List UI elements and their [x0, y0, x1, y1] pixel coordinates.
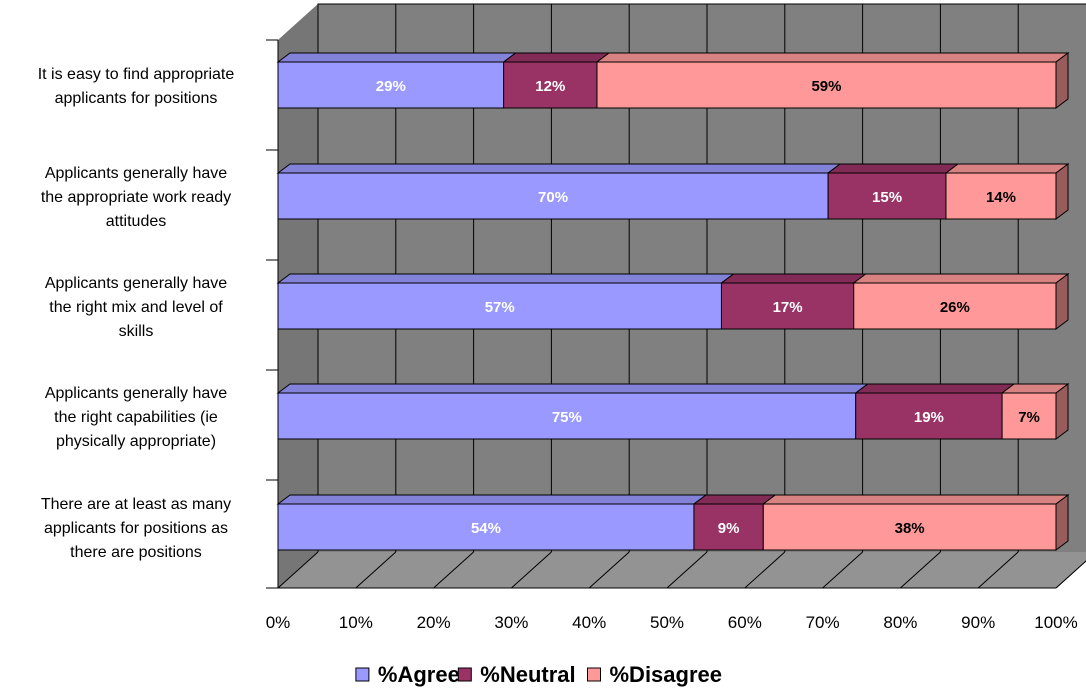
- bar-segment: [827, 172, 947, 220]
- floor-gridline: [511, 551, 552, 589]
- x-tick-label: 20%: [417, 613, 451, 632]
- bar-segment: [277, 392, 857, 440]
- x-tick-label: 0%: [266, 613, 291, 632]
- legend-item: %Disagree: [587, 662, 723, 687]
- data-label: 29%: [376, 78, 406, 95]
- category-label: skills: [119, 323, 154, 340]
- bar-top-face: [719, 273, 868, 284]
- data-label: 26%: [940, 299, 970, 316]
- legend-label: %Agree: [378, 662, 460, 687]
- category-label: the right capabilities (ie: [54, 409, 218, 426]
- bar-segment: [855, 392, 1003, 440]
- bar-top-face: [692, 494, 777, 505]
- x-tick-label: 60%: [728, 613, 762, 632]
- legend-item: %Agree: [355, 662, 460, 687]
- data-label: 15%: [872, 189, 902, 206]
- data-label: 38%: [895, 520, 925, 537]
- legend: %Agree %Neutral %Disagree: [355, 662, 723, 687]
- legend-label: %Disagree: [610, 662, 723, 687]
- bar-side-face: [1055, 52, 1069, 109]
- data-label: 14%: [986, 189, 1016, 206]
- category-label: the appropriate work ready: [41, 189, 231, 206]
- data-label: 57%: [485, 299, 515, 316]
- bar-side-face: [1055, 273, 1069, 330]
- data-label: 9%: [718, 520, 740, 537]
- x-tick-label: 10%: [339, 613, 373, 632]
- bars: 29% 12% 59% 70% 15% 14% 57% 17% 26% 75% 19% 7% 54% 9%…: [276, 52, 1070, 551]
- floor-gridline: [900, 551, 941, 589]
- bar-top-face: [761, 494, 1070, 505]
- floor-gridline: [666, 551, 708, 589]
- category-label: It is easy to find appropriate: [38, 66, 235, 83]
- bar-side-face: [1055, 383, 1069, 440]
- bar-segment: [277, 282, 722, 330]
- data-label: 54%: [471, 520, 501, 537]
- category-label: there are positions: [70, 544, 202, 561]
- floor-gridline: [977, 551, 1019, 589]
- floor-gridline: [744, 551, 786, 589]
- data-label: 70%: [538, 189, 568, 206]
- x-tick-labels: 0% 10% 20% 30% 40% 50% 60% 70% 80% 90% 100%: [266, 613, 1078, 632]
- floor-gridline: [1055, 560, 1086, 589]
- legend-swatch: [587, 667, 601, 682]
- bar-top-face: [276, 494, 708, 505]
- category-label: Applicants generally have: [45, 165, 227, 182]
- bar-segment: [277, 503, 695, 551]
- legend-label: %Neutral: [480, 662, 575, 687]
- bar-segment: [277, 172, 829, 220]
- floor: [278, 552, 1086, 588]
- bar-top-face: [276, 273, 735, 284]
- x-tick-label: 40%: [572, 613, 606, 632]
- bar-top-face: [854, 383, 1016, 394]
- bar-segment: [945, 172, 1057, 220]
- bar-top-face: [852, 273, 1070, 284]
- floor-gridline: [277, 551, 319, 589]
- category-label: physically appropriate): [56, 433, 216, 450]
- legend-swatch: [457, 667, 472, 682]
- data-label: 75%: [552, 409, 582, 426]
- bar-top-face: [276, 383, 870, 394]
- x-tick-label: 50%: [650, 613, 684, 632]
- floor-gridline: [588, 551, 630, 589]
- category-label: applicants for positions as: [44, 520, 228, 537]
- x-tick-label: 70%: [806, 613, 840, 632]
- floor-gridline: [433, 551, 474, 589]
- category-label: the right mix and level of: [49, 299, 223, 316]
- x-tick-label: 100%: [1034, 613, 1077, 632]
- category-label: Applicants generally have: [45, 275, 227, 292]
- bar-top-face: [276, 52, 518, 63]
- x-tick-label: 90%: [961, 613, 995, 632]
- legend-swatch: [355, 667, 370, 682]
- floor-gridline: [355, 551, 397, 589]
- bar-segment: [693, 503, 764, 551]
- x-tick-label: 30%: [494, 613, 528, 632]
- bar-segment: [720, 282, 855, 330]
- bar-top-face: [595, 52, 1070, 63]
- bar-top-face: [276, 163, 842, 174]
- category-label: applicants for positions: [55, 90, 218, 107]
- bar-top-face: [826, 163, 960, 174]
- category-label: There are at least as many: [41, 496, 231, 513]
- category-label: Applicants generally have: [45, 385, 227, 402]
- floor-gridline: [822, 551, 863, 589]
- category-label: attitudes: [106, 213, 166, 230]
- data-label: 59%: [811, 78, 841, 95]
- legend-item: %Neutral: [457, 662, 576, 687]
- bar-side-face: [1055, 494, 1069, 551]
- plot-floor: [278, 552, 1086, 588]
- bar-top-face: [944, 163, 1070, 174]
- data-label: 19%: [914, 409, 944, 426]
- category-labels: It is easy to find appropriate applicants…: [38, 66, 235, 561]
- data-label: 12%: [535, 78, 565, 95]
- bar-top-face: [502, 52, 611, 63]
- bar-side-face: [1055, 163, 1069, 220]
- x-tick-label: 80%: [883, 613, 917, 632]
- data-label: 17%: [773, 299, 803, 316]
- data-label: 7%: [1018, 409, 1040, 426]
